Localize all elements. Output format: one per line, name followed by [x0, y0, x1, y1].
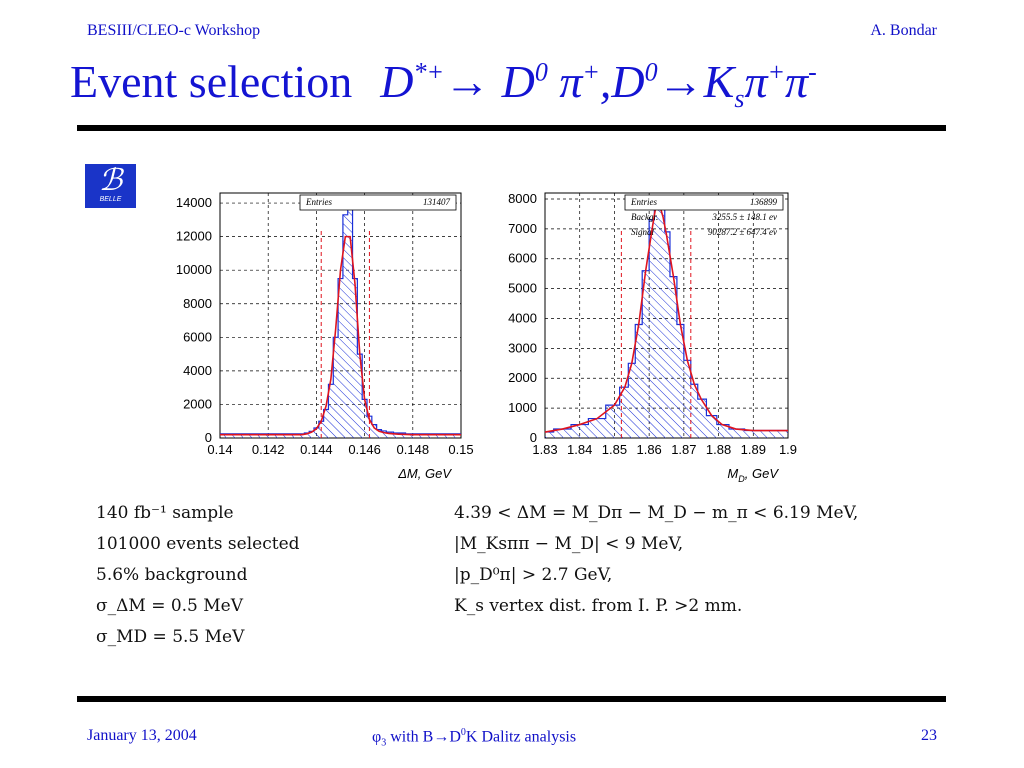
- x-tick-label: 1.89: [741, 442, 766, 457]
- top-divider: [77, 125, 946, 131]
- note-line: 5.6% background: [96, 565, 248, 585]
- stats-label: Backgr.: [631, 212, 658, 222]
- selection-cuts: 4.39 < ΔM = M_Dπ − M_D − m_π < 6.19 MeV,…: [454, 498, 858, 622]
- histogram-fill: [220, 204, 461, 438]
- header-author: A. Bondar: [870, 22, 937, 39]
- y-tick-label: 14000: [176, 195, 212, 210]
- x-tick-label: 0.14: [207, 442, 232, 457]
- y-tick-label: 12000: [176, 229, 212, 244]
- stats-value: 90287.2 ± 647.4 ev: [708, 227, 777, 237]
- x-tick-label: 1.85: [602, 442, 627, 457]
- slide-title: Event selection D*+→ D0 π+,D0→Ksπ+π-: [70, 55, 817, 114]
- x-axis-label-sub: D: [738, 474, 745, 484]
- stats-label: Entries: [305, 197, 332, 207]
- belle-logo-letter: ℬ: [98, 163, 123, 198]
- belle-logo: ℬ BELLE: [85, 164, 136, 208]
- stats-value: 136899: [750, 197, 778, 207]
- note-line: 140 fb⁻¹ sample: [96, 503, 234, 523]
- stats-box: [299, 194, 457, 211]
- x-axis-label: ΔM, GeV: [397, 466, 452, 481]
- y-tick-label: 2000: [183, 396, 212, 411]
- histogram-fill: [545, 201, 788, 438]
- y-tick-label: 5000: [508, 281, 537, 296]
- cut-line: |M_Ksππ − M_D| < 9 MeV,: [454, 534, 684, 554]
- x-tick-label: 1.88: [706, 442, 731, 457]
- cut-line: |p_D⁰π| > 2.7 GeV,: [454, 565, 613, 585]
- y-tick-label: 6000: [508, 251, 537, 266]
- footer-page-number: 23: [921, 727, 937, 744]
- x-tick-label: 0.144: [300, 442, 333, 457]
- stats-value: 3255.5 ± 148.1 ev: [711, 212, 777, 222]
- sample-summary: 140 fb⁻¹ sample 101000 events selected 5…: [96, 498, 300, 653]
- fit-curve: [220, 235, 461, 436]
- delta-m-histogram: 0.14 0.142 0.144 0.146 0.148 0.15 0 2000 4000 600…: [176, 192, 474, 481]
- footer-talk-title: φ3 with B→D0K Dalitz analysis: [372, 727, 577, 749]
- x-tick-label: 1.9: [779, 442, 797, 457]
- y-tick-label: 4000: [508, 310, 537, 325]
- footer-date: January 13, 2004: [87, 727, 197, 744]
- x-tick-label: 0.142: [252, 442, 285, 457]
- x-tick-label: 0.15: [448, 442, 473, 457]
- x-tick-label: 1.86: [636, 442, 661, 457]
- y-tick-label: 8000: [183, 296, 212, 311]
- y-tick-label: 0: [205, 430, 212, 445]
- y-tick-label: 10000: [176, 262, 212, 277]
- y-tick-label: 2000: [508, 370, 537, 385]
- y-tick-label: 3000: [508, 340, 537, 355]
- x-tick-label: 1.83: [532, 442, 557, 457]
- y-tick-label: 8000: [508, 191, 537, 206]
- stats-label: Entries: [630, 197, 657, 207]
- note-line: 101000 events selected: [96, 534, 300, 554]
- belle-logo-text: BELLE: [99, 196, 122, 203]
- x-axis-label: MD, GeV: [727, 466, 779, 484]
- y-tick-label: 7000: [508, 221, 537, 236]
- cut-line: 4.39 < ΔM = M_Dπ − M_D − m_π < 6.19 MeV,: [454, 503, 859, 523]
- y-tick-label: 1000: [508, 400, 537, 415]
- note-line: σ_ΔM = 0.5 MeV: [96, 596, 244, 616]
- stats-value: 131407: [423, 197, 451, 207]
- x-tick-label: 1.87: [671, 442, 696, 457]
- note-line: σ_MD = 5.5 MeV: [96, 627, 245, 647]
- fit-curve: [544, 204, 788, 433]
- y-tick-label: 0: [530, 430, 537, 445]
- cut-line: K_s vertex dist. from I. P. >2 mm.: [454, 596, 743, 616]
- y-tick-label: 6000: [183, 329, 212, 344]
- x-tick-label: 1.84: [567, 442, 592, 457]
- x-axis-label-unit: , GeV: [745, 466, 780, 481]
- title-formula: D*+→ D0 π+,D0→Ksπ+π-: [380, 56, 817, 114]
- stats-box: [624, 194, 784, 211]
- x-tick-label: 0.148: [397, 442, 430, 457]
- title-text: Event selection: [70, 56, 353, 107]
- md-histogram: 1.83 1.84 1.85 1.86 1.87 1.88 1.89 1.9 0 1000 2000…: [508, 191, 797, 484]
- header-workshop: BESIII/CLEO-c Workshop: [87, 22, 261, 39]
- stats-label: Signal: [631, 227, 655, 237]
- bottom-divider: [77, 696, 946, 702]
- x-tick-label: 0.146: [348, 442, 381, 457]
- y-tick-label: 4000: [183, 363, 212, 378]
